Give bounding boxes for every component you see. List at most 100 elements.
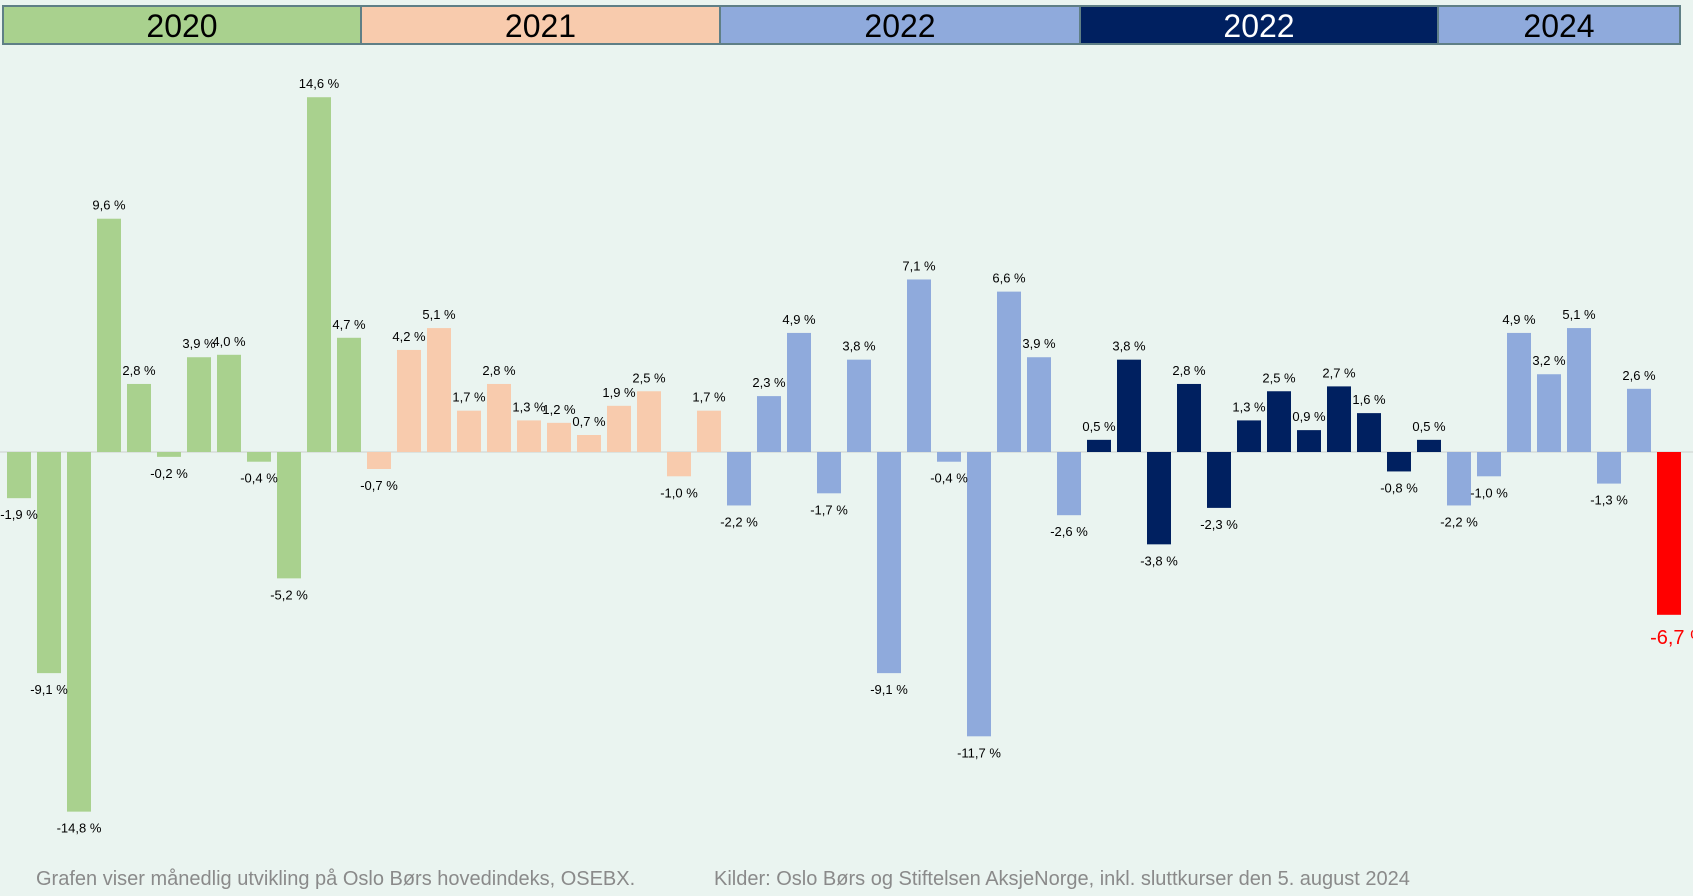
year-band-label-0: 2020 bbox=[146, 8, 217, 44]
bar-8 bbox=[247, 452, 271, 462]
bar-3 bbox=[97, 218, 121, 452]
bar-10 bbox=[307, 97, 331, 452]
data-label-15: 1,7 % bbox=[452, 390, 486, 405]
data-label-42: 2,5 % bbox=[1262, 370, 1296, 385]
data-label-4: 2,8 % bbox=[122, 363, 156, 378]
data-label-39: 2,8 % bbox=[1172, 363, 1206, 378]
data-label-20: 1,9 % bbox=[602, 385, 636, 400]
data-labels: -1,9 % -9,1 % -14,8 % 9,6 % 2,8 % -0,2 % 3,9 %… bbox=[0, 76, 1693, 835]
data-label-55: -6,7 % bbox=[1650, 627, 1693, 649]
bar-51 bbox=[1537, 374, 1561, 452]
bar-54 bbox=[1627, 388, 1651, 452]
bar-11 bbox=[337, 337, 361, 452]
bar-53 bbox=[1597, 452, 1621, 484]
bar-40 bbox=[1207, 452, 1231, 508]
data-label-31: -0,4 % bbox=[930, 471, 968, 486]
bar-9 bbox=[277, 452, 301, 579]
data-label-24: -2,2 % bbox=[720, 514, 758, 529]
bar-48 bbox=[1447, 452, 1471, 506]
bar-16 bbox=[487, 383, 511, 452]
data-label-0: -1,9 % bbox=[0, 507, 38, 522]
data-label-9: -5,2 % bbox=[270, 587, 308, 602]
data-label-27: -1,7 % bbox=[810, 502, 848, 517]
chart-description: Grafen viser månedlig utvikling på Oslo … bbox=[36, 868, 636, 890]
data-label-34: 3,9 % bbox=[1022, 336, 1056, 351]
bar-1 bbox=[37, 452, 61, 674]
data-label-1: -9,1 % bbox=[30, 682, 68, 697]
bar-43 bbox=[1297, 430, 1321, 452]
bar-52 bbox=[1567, 328, 1591, 452]
bar-46 bbox=[1387, 452, 1411, 472]
bar-32 bbox=[967, 452, 991, 737]
bar-6 bbox=[187, 357, 211, 452]
data-label-47: 0,5 % bbox=[1412, 419, 1446, 434]
data-label-6: 3,9 % bbox=[182, 336, 216, 351]
data-label-19: 0,7 % bbox=[572, 414, 606, 429]
data-label-44: 2,7 % bbox=[1322, 365, 1356, 380]
data-label-35: -2,6 % bbox=[1050, 524, 1088, 539]
data-label-54: 2,6 % bbox=[1622, 368, 1656, 383]
year-band-header: 2020 2021 2022 2022 2024 bbox=[2, 5, 1681, 45]
bar-26 bbox=[787, 332, 811, 452]
bar-27 bbox=[817, 452, 841, 494]
bar-18 bbox=[547, 422, 571, 452]
bar-34 bbox=[1027, 357, 1051, 452]
bar-42 bbox=[1267, 391, 1291, 452]
bar-20 bbox=[607, 405, 631, 452]
data-label-30: 7,1 % bbox=[902, 258, 936, 273]
bar-38 bbox=[1147, 452, 1171, 545]
data-label-13: 4,2 % bbox=[392, 329, 426, 344]
bar-30 bbox=[907, 279, 931, 452]
bar-24 bbox=[727, 452, 751, 506]
bar-47 bbox=[1417, 439, 1441, 452]
year-band-label-3: 2022 bbox=[1223, 8, 1294, 44]
data-label-41: 1,3 % bbox=[1232, 399, 1266, 414]
data-label-50: 4,9 % bbox=[1502, 312, 1536, 327]
data-label-8: -0,4 % bbox=[240, 471, 278, 486]
data-label-28: 3,8 % bbox=[842, 339, 876, 354]
bar-17 bbox=[517, 420, 541, 452]
bar-2 bbox=[67, 452, 91, 812]
data-label-16: 2,8 % bbox=[482, 363, 516, 378]
year-band-label-1: 2021 bbox=[505, 8, 576, 44]
data-label-29: -9,1 % bbox=[870, 682, 908, 697]
bar-41 bbox=[1237, 420, 1261, 452]
bar-15 bbox=[457, 410, 481, 452]
data-label-22: -1,0 % bbox=[660, 485, 698, 500]
year-band-0 bbox=[2, 5, 362, 45]
data-label-5: -0,2 % bbox=[150, 466, 188, 481]
bar-31 bbox=[937, 452, 961, 462]
bar-5 bbox=[157, 452, 181, 457]
chart-sources: Kilder: Oslo Børs og Stiftelsen AksjeNor… bbox=[714, 868, 1410, 890]
bar-29 bbox=[877, 452, 901, 674]
bar-22 bbox=[667, 452, 691, 477]
data-label-10: 14,6 % bbox=[299, 76, 340, 91]
data-label-21: 2,5 % bbox=[632, 370, 666, 385]
data-label-49: -1,0 % bbox=[1470, 485, 1508, 500]
data-label-2: -14,8 % bbox=[57, 821, 102, 836]
data-label-51: 3,2 % bbox=[1532, 353, 1566, 368]
data-label-38: -3,8 % bbox=[1140, 553, 1178, 568]
data-label-40: -2,3 % bbox=[1200, 517, 1238, 532]
bar-14 bbox=[427, 328, 451, 452]
data-label-11: 4,7 % bbox=[332, 317, 366, 332]
bar-7 bbox=[217, 354, 241, 452]
bar-28 bbox=[847, 359, 871, 452]
bar-23 bbox=[697, 410, 721, 452]
bar-21 bbox=[637, 391, 661, 452]
bar-39 bbox=[1177, 383, 1201, 452]
data-label-32: -11,7 % bbox=[957, 745, 1001, 760]
bar-45 bbox=[1357, 413, 1381, 452]
data-label-23: 1,7 % bbox=[692, 390, 726, 405]
data-label-12: -0,7 % bbox=[360, 478, 398, 493]
data-label-46: -0,8 % bbox=[1380, 480, 1418, 495]
data-label-52: 5,1 % bbox=[1562, 307, 1596, 322]
bar-36 bbox=[1087, 439, 1111, 452]
data-label-17: 1,3 % bbox=[512, 399, 546, 414]
bar-35 bbox=[1057, 452, 1081, 516]
bar-37 bbox=[1117, 359, 1141, 452]
data-label-43: 0,9 % bbox=[1292, 409, 1326, 424]
bar-55 bbox=[1657, 452, 1681, 615]
data-label-48: -2,2 % bbox=[1440, 514, 1478, 529]
data-label-25: 2,3 % bbox=[752, 375, 786, 390]
